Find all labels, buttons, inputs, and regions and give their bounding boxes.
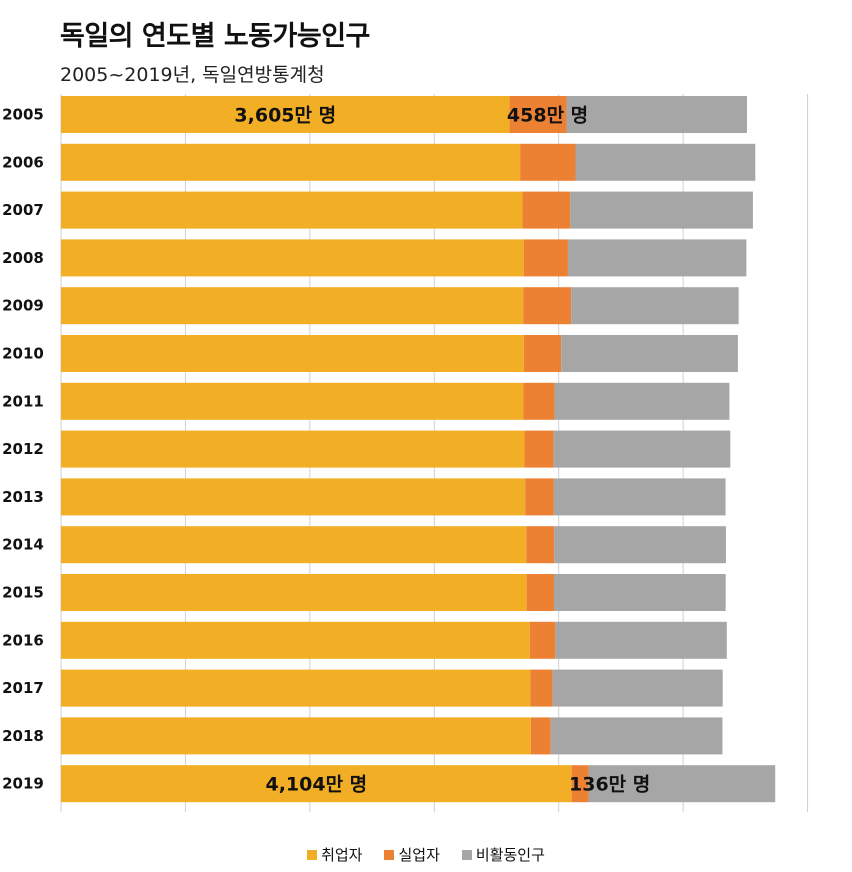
bar-unemployed-2015 bbox=[526, 574, 554, 611]
bar-unemployed-2010 bbox=[523, 335, 562, 372]
category-label-2007: 2007 bbox=[2, 201, 44, 219]
bar-inactive-2006 bbox=[575, 143, 756, 181]
bar-employed-2005 bbox=[61, 96, 510, 133]
bar-unemployed-2005 bbox=[509, 96, 567, 133]
bar-unemployed-2006 bbox=[520, 143, 576, 181]
bar-unemployed-2008 bbox=[523, 239, 568, 277]
legend-swatch-unemployed bbox=[384, 849, 395, 860]
bar-unemployed-2016 bbox=[529, 621, 556, 659]
category-label-2015: 2015 bbox=[2, 584, 44, 602]
legend-item-employed: 취업자 bbox=[307, 844, 362, 865]
annotation-label-2005-unemployed: 458만 명 bbox=[507, 105, 588, 127]
bars: 2005 2006 2007 2008 2009 2010 2011 2012 2013 2014… bbox=[2, 96, 776, 803]
bar-inactive-2010 bbox=[561, 335, 738, 372]
bar-employed-2018 bbox=[61, 717, 531, 755]
bar-employed-2016 bbox=[61, 621, 530, 659]
legend-label-unemployed: 실업자 bbox=[398, 846, 440, 864]
bar-employed-2008 bbox=[61, 239, 524, 277]
chart-title: 독일의 연도별 노동가능인구 bbox=[60, 21, 370, 52]
bar-employed-2007 bbox=[61, 191, 523, 229]
category-label-2017: 2017 bbox=[2, 679, 44, 697]
category-label-2005: 2005 bbox=[2, 106, 44, 124]
bar-employed-2009 bbox=[61, 287, 524, 325]
bar-employed-2017 bbox=[61, 669, 531, 707]
bar-inactive-2007 bbox=[570, 191, 753, 229]
bar-employed-2012 bbox=[61, 430, 525, 468]
category-label-2014: 2014 bbox=[2, 536, 44, 554]
bar-inactive-2017 bbox=[552, 669, 723, 707]
bar-unemployed-2014 bbox=[526, 526, 555, 564]
legend-item-inactive: 비활동인구 bbox=[461, 844, 545, 865]
bar-inactive-2005 bbox=[566, 96, 747, 133]
annotation-label-2019-employed: 4,104만 명 bbox=[265, 774, 367, 796]
bar-unemployed-2009 bbox=[523, 287, 572, 325]
legend-label-employed: 취업자 bbox=[321, 846, 363, 864]
bar-unemployed-2013 bbox=[525, 478, 554, 516]
bar-employed-2019 bbox=[61, 765, 572, 803]
bar-employed-2011 bbox=[61, 382, 524, 420]
bar-inactive-2013 bbox=[553, 478, 726, 516]
bar-inactive-2012 bbox=[553, 430, 731, 468]
bar-inactive-2019 bbox=[588, 765, 776, 803]
annotations: 3,605만 명 458만 명 4,104만 명 136만 명 bbox=[234, 105, 650, 796]
chart-subtitle: 2005~2019년, 독일연방통계청 bbox=[60, 64, 325, 86]
bar-unemployed-2018 bbox=[530, 717, 551, 755]
legend-item-unemployed: 실업자 bbox=[384, 844, 440, 865]
category-label-2018: 2018 bbox=[2, 727, 44, 745]
category-label-2009: 2009 bbox=[2, 297, 44, 315]
category-label-2010: 2010 bbox=[2, 345, 44, 363]
category-label-2013: 2013 bbox=[2, 488, 44, 506]
bar-inactive-2008 bbox=[567, 239, 747, 277]
bar-unemployed-2007 bbox=[522, 191, 571, 229]
bar-unemployed-2012 bbox=[524, 430, 554, 468]
bar-unemployed-2011 bbox=[523, 382, 555, 420]
legend-swatch-employed bbox=[307, 849, 318, 860]
bar-inactive-2015 bbox=[553, 574, 726, 611]
category-label-2008: 2008 bbox=[2, 249, 44, 267]
bar-unemployed-2019 bbox=[571, 765, 589, 803]
category-label-2011: 2011 bbox=[2, 392, 44, 410]
bar-inactive-2016 bbox=[555, 621, 727, 659]
bar-employed-2014 bbox=[61, 526, 527, 564]
legend-label-inactive: 비활동인구 bbox=[475, 846, 545, 864]
bar-employed-2013 bbox=[61, 478, 526, 516]
category-label-2006: 2006 bbox=[2, 153, 44, 171]
annotation-label-2005-employed: 3,605만 명 bbox=[234, 105, 336, 127]
bar-inactive-2011 bbox=[554, 382, 730, 420]
bar-inactive-2014 bbox=[554, 526, 726, 564]
chart-legend: 취업자 실업자 비활동인구 bbox=[0, 844, 852, 865]
annotation-label-2019-unemployed: 136만 명 bbox=[569, 774, 650, 796]
legend-swatch-inactive bbox=[461, 849, 472, 860]
bar-employed-2006 bbox=[61, 143, 521, 181]
category-label-2019: 2019 bbox=[2, 775, 44, 793]
bar-unemployed-2017 bbox=[530, 669, 553, 707]
category-label-2016: 2016 bbox=[2, 631, 44, 649]
bar-employed-2015 bbox=[61, 574, 527, 611]
bar-inactive-2018 bbox=[550, 717, 723, 755]
bar-inactive-2009 bbox=[571, 287, 739, 325]
category-label-2012: 2012 bbox=[2, 440, 44, 458]
bar-employed-2010 bbox=[61, 335, 524, 372]
